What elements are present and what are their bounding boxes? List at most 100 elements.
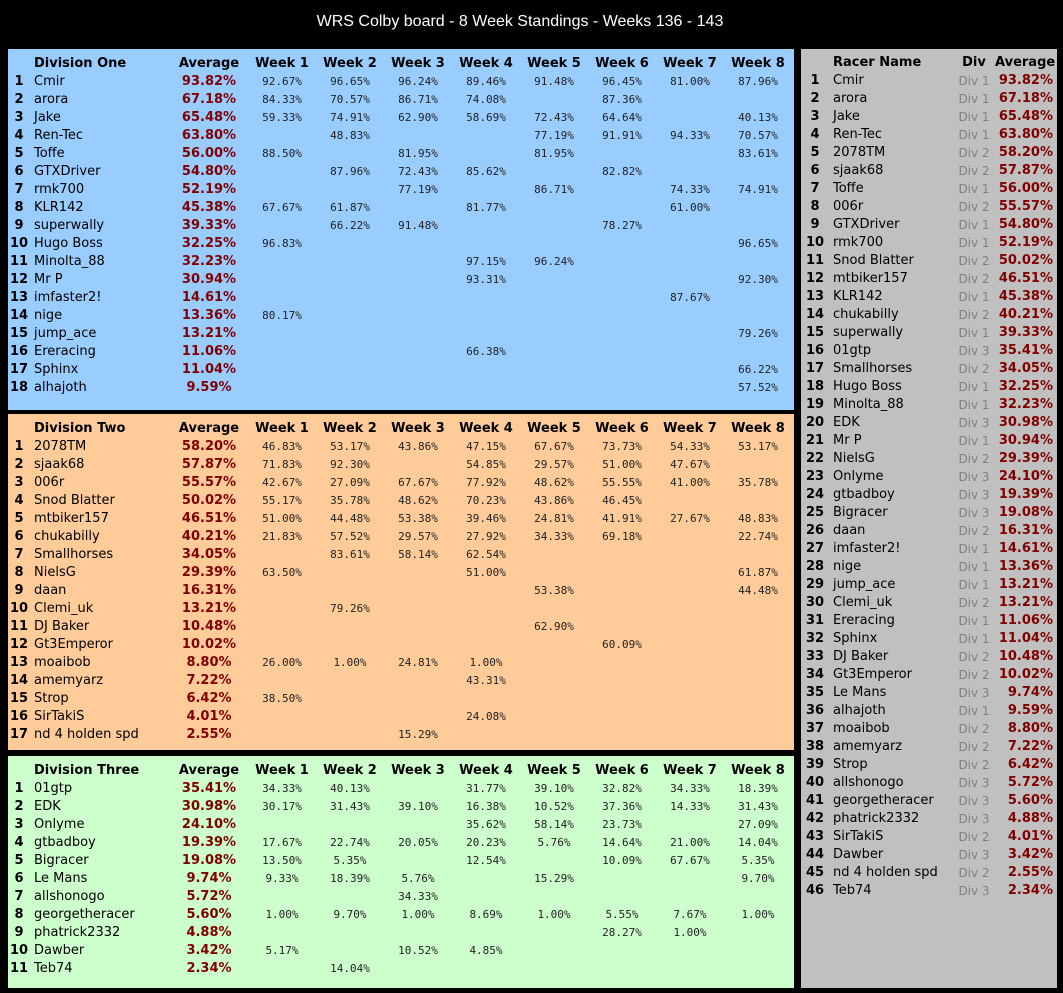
week-score-cell: 51.00% xyxy=(466,566,506,579)
table-row: 8 NielsG 29.39% 63.50% 51.00% 61.87% xyxy=(8,564,792,582)
week-score-cell: 72.43% xyxy=(534,111,574,124)
week-header: Week 6 xyxy=(595,763,649,778)
rank-header xyxy=(8,420,30,438)
racer-name-cell: superwally xyxy=(833,325,904,340)
week-score-cell xyxy=(248,636,316,654)
week-score-cell: 48.62% xyxy=(534,476,574,489)
week-score-cell: 69.18% xyxy=(602,530,642,543)
week-score-cell xyxy=(316,361,384,379)
week-score-cell xyxy=(656,235,724,253)
week-score-cell: 34.33% xyxy=(534,530,574,543)
week-score-cell xyxy=(588,708,656,726)
week-score-cell: 41.00% xyxy=(670,476,710,489)
rank-cell: 8 xyxy=(810,199,820,214)
week-score-cell xyxy=(384,816,452,834)
table-row: 44 Dawber Div 3 3.42% xyxy=(801,846,1057,864)
table-row: 41 georgetheracer Div 3 5.60% xyxy=(801,792,1057,810)
racer-name-cell: Snod Blatter xyxy=(34,493,115,508)
week-score-cell: 77.19% xyxy=(398,183,438,196)
rank-cell: 11 xyxy=(9,254,29,269)
average-cell: 5.72% xyxy=(186,889,232,904)
average-cell: 57.87% xyxy=(998,163,1053,178)
week-score-cell: 26.00% xyxy=(262,656,302,669)
week-score-cell xyxy=(452,181,520,199)
week-score-cell: 29.57% xyxy=(398,530,438,543)
week-score-cell: 41.91% xyxy=(602,512,642,525)
table-row: 7 allshonogo 5.72% 34.33% xyxy=(8,888,792,906)
week-score-cell xyxy=(520,199,588,217)
division-cell: Div 1 xyxy=(958,578,990,592)
week-score-cell: 57.52% xyxy=(330,530,370,543)
racer-name-cell: Onlyme xyxy=(34,817,85,832)
week-score-cell: 17.67% xyxy=(262,836,302,849)
week-score-cell: 48.62% xyxy=(398,494,438,507)
rank-cell: 22 xyxy=(805,451,825,466)
table-row: 16 SirTakiS 4.01% 24.08% xyxy=(8,708,792,726)
average-cell: 32.23% xyxy=(998,397,1053,412)
week-score-cell xyxy=(384,600,452,618)
week-header: Week 1 xyxy=(255,763,309,778)
average-cell: 29.39% xyxy=(998,451,1053,466)
week-score-cell xyxy=(724,91,792,109)
week-score-cell: 83.61% xyxy=(330,548,370,561)
week-score-cell: 35.78% xyxy=(738,476,778,489)
racer-name-cell: chukabilly xyxy=(833,307,899,322)
average-cell: 35.41% xyxy=(181,781,237,796)
week-score-cell xyxy=(248,888,316,906)
week-score-cell: 92.30% xyxy=(330,458,370,471)
rank-cell: 3 xyxy=(14,817,24,832)
week-score-cell: 34.33% xyxy=(398,890,438,903)
division-cell: Div 1 xyxy=(958,290,990,304)
overall-standings-panel: Racer Name Div Average 1 Cmir Div 1 93.82% 2 aro… xyxy=(801,49,1057,988)
table-row: 23 Onlyme Div 3 24.10% xyxy=(801,468,1057,486)
division-cell: Div 3 xyxy=(958,848,990,862)
rank-cell: 11 xyxy=(9,961,29,976)
week-score-cell xyxy=(520,217,588,235)
average-header: Average xyxy=(178,421,240,436)
rank-cell: 8 xyxy=(14,565,24,580)
rank-cell: 15 xyxy=(805,325,825,340)
table-row: 9 GTXDriver Div 1 54.80% xyxy=(801,216,1057,234)
week-score-cell xyxy=(656,960,724,978)
rank-cell: 40 xyxy=(805,775,825,790)
average-cell: 30.94% xyxy=(998,433,1053,448)
racer-name-cell: Bigracer xyxy=(833,505,888,520)
week-score-cell xyxy=(452,217,520,235)
week-score-cell: 40.13% xyxy=(738,111,778,124)
rank-cell: 16 xyxy=(9,709,29,724)
week-score-cell xyxy=(724,654,792,672)
table-row: 15 jump_ace 13.21% 79.26% xyxy=(8,325,792,343)
average-cell: 34.05% xyxy=(181,547,237,562)
table-row: 25 Bigracer Div 3 19.08% xyxy=(801,504,1057,522)
week-score-cell xyxy=(656,343,724,361)
racer-name-cell: Jake xyxy=(34,110,61,125)
average-cell: 16.31% xyxy=(181,583,237,598)
week-score-cell xyxy=(316,379,384,397)
racer-name-cell: sjaak68 xyxy=(34,457,85,472)
week-score-cell xyxy=(520,726,588,744)
week-score-cell: 43.31% xyxy=(466,674,506,687)
week-score-cell: 48.83% xyxy=(738,512,778,525)
week-score-cell: 9.70% xyxy=(741,872,775,885)
rank-cell: 19 xyxy=(805,397,825,412)
header-row: Division Three Average Week 1 Week 2 Week 3 W… xyxy=(8,762,792,780)
week-score-cell xyxy=(656,163,724,181)
rank-cell: 10 xyxy=(9,236,29,251)
table-row: 46 Teb74 Div 3 2.34% xyxy=(801,882,1057,900)
week-score-cell: 39.10% xyxy=(398,800,438,813)
week-score-cell xyxy=(248,924,316,942)
week-score-cell xyxy=(316,672,384,690)
average-cell: 4.01% xyxy=(186,709,232,724)
average-cell: 19.08% xyxy=(998,505,1053,520)
week-header: Week 2 xyxy=(323,56,377,71)
average-cell: 8.80% xyxy=(1007,721,1053,736)
racer-name-cell: arora xyxy=(833,91,868,106)
rank-cell: 29 xyxy=(805,577,825,592)
week-score-cell xyxy=(248,816,316,834)
week-score-cell xyxy=(588,307,656,325)
division-three-panel: Division Three Average Week 1 Week 2 Week 3 W… xyxy=(8,756,794,988)
week-score-cell xyxy=(656,708,724,726)
table-row: 2 arora 67.18% 84.33% 70.57% 86.71% 74.08% 87.3… xyxy=(8,91,792,109)
average-cell: 13.21% xyxy=(181,601,237,616)
average-cell: 16.31% xyxy=(998,523,1053,538)
